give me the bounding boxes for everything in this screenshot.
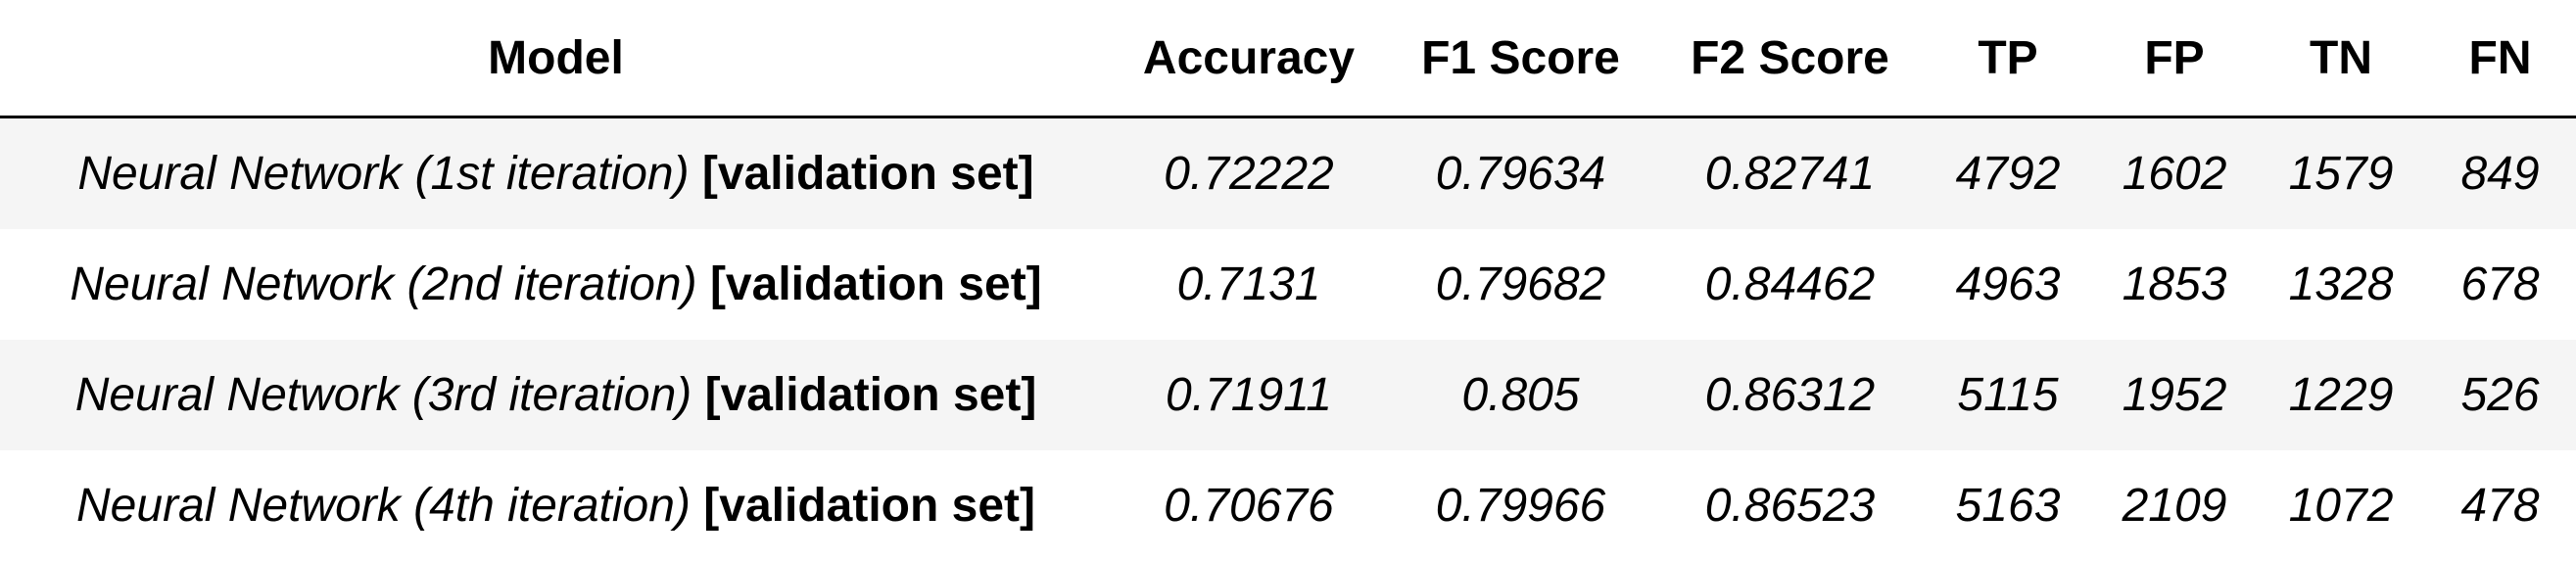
fp-cell: 2109 [2122, 480, 2227, 532]
f2-score-cell: 0.82741 [1704, 148, 1876, 200]
model-set-label: [validation set] [703, 480, 1035, 532]
tp-cell: 5115 [1957, 369, 2059, 421]
column-header-f2-score: F2 Score [1691, 31, 1889, 84]
accuracy-cell: 0.72222 [1164, 148, 1334, 200]
model-set-label: [validation set] [701, 148, 1034, 200]
table-row: Neural Network (3rd iteration) [validati… [0, 340, 2576, 450]
f1-score-cell: 0.805 [1461, 369, 1580, 421]
f2-score-cell: 0.86523 [1704, 480, 1876, 532]
model-name: Neural Network (1st iteration) [77, 148, 690, 200]
accuracy-cell: 0.70676 [1164, 480, 1334, 532]
f2-score-cell: 0.84462 [1704, 258, 1876, 310]
model-name: Neural Network (3rd iteration) [74, 369, 692, 421]
tp-cell: 4792 [1955, 148, 2061, 200]
accuracy-cell: 0.71911 [1166, 369, 1332, 421]
column-header-tp: TP [1978, 31, 2038, 84]
column-header-fp: FP [2144, 31, 2205, 84]
fn-cell: 849 [2460, 148, 2540, 200]
fn-cell: 478 [2460, 480, 2540, 532]
model-set-label: [validation set] [709, 258, 1042, 310]
column-header-model: Model [488, 31, 624, 84]
column-header-tn: TN [2310, 31, 2372, 84]
fp-cell: 1602 [2122, 148, 2227, 200]
tn-cell: 1328 [2288, 258, 2394, 310]
tn-cell: 1229 [2288, 369, 2394, 421]
tp-cell: 4963 [1955, 258, 2061, 310]
tn-cell: 1072 [2288, 480, 2394, 532]
model-cell: Neural Network (4th iteration) [validati… [0, 450, 1112, 561]
tp-cell: 5163 [1955, 480, 2061, 532]
table-row: Neural Network (2nd iteration) [validati… [0, 229, 2576, 340]
f2-score-cell: 0.86312 [1704, 369, 1876, 421]
model-name: Neural Network (4th iteration) [76, 480, 691, 532]
model-set-label: [validation set] [704, 369, 1037, 421]
column-header-fn: FN [2468, 31, 2532, 84]
column-header-f1-score: F1 Score [1421, 31, 1620, 84]
model-name: Neural Network (2nd iteration) [70, 258, 697, 310]
tn-cell: 1579 [2288, 148, 2394, 200]
f1-score-cell: 0.79966 [1435, 480, 1606, 532]
header-row: Model Accuracy F1 Score F2 Score TP FP T… [0, 0, 2576, 117]
fp-cell: 1952 [2122, 369, 2227, 421]
fn-cell: 526 [2460, 369, 2540, 421]
table-row: Neural Network (1st iteration) [validati… [0, 117, 2576, 230]
f1-score-cell: 0.79634 [1435, 148, 1606, 200]
fp-cell: 1853 [2122, 258, 2227, 310]
model-cell: Neural Network (1st iteration) [validati… [0, 117, 1112, 230]
f1-score-cell: 0.79682 [1435, 258, 1606, 310]
table-row: Neural Network (4th iteration) [validati… [0, 450, 2576, 561]
fn-cell: 678 [2460, 258, 2540, 310]
model-cell: Neural Network (3rd iteration) [validati… [0, 340, 1112, 450]
column-header-accuracy: Accuracy [1142, 31, 1356, 84]
model-cell: Neural Network (2nd iteration) [validati… [0, 229, 1112, 340]
accuracy-cell: 0.7131 [1176, 258, 1321, 310]
